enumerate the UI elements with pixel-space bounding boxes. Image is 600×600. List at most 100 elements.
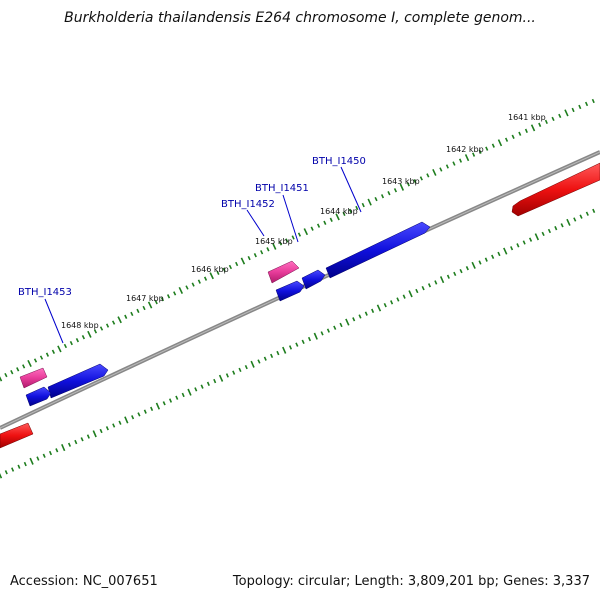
lower-scale-tick bbox=[225, 373, 229, 378]
upper-scale-tick bbox=[253, 253, 257, 258]
lower-scale-tick bbox=[232, 370, 236, 375]
upper-scale-tick bbox=[39, 355, 44, 360]
upper-scale-tick bbox=[426, 173, 430, 178]
scale-ticks-upper bbox=[0, 98, 595, 382]
upper-scale-tick bbox=[518, 131, 522, 136]
lower-scale-tick bbox=[4, 470, 8, 475]
upper-scale-tick bbox=[399, 183, 405, 191]
upper-scale-tick bbox=[209, 272, 214, 280]
upper-scale-tick bbox=[147, 301, 153, 309]
upper-scale-tick bbox=[348, 208, 352, 214]
gene-arrow-blue-5[interactable] bbox=[25, 386, 52, 407]
upper-scale-tick bbox=[524, 128, 528, 134]
upper-scale-tick bbox=[33, 358, 38, 363]
gene-label-bth-i1452[interactable]: BTH_I1452 bbox=[221, 199, 275, 210]
scale-label-1642: 1642 kbp bbox=[446, 145, 484, 154]
lower-scale-tick bbox=[345, 318, 350, 326]
upper-scale-tick bbox=[154, 300, 158, 305]
upper-scale-tick bbox=[530, 124, 536, 132]
lower-scale-tick bbox=[131, 415, 135, 420]
lower-scale-tick bbox=[295, 342, 299, 347]
gene-arrow-red-2[interactable] bbox=[0, 422, 34, 449]
gene-label-line-bth-i1452 bbox=[246, 209, 265, 237]
upper-scale-tick bbox=[387, 191, 391, 196]
upper-scale-tick bbox=[247, 255, 251, 261]
upper-scale-tick bbox=[303, 228, 309, 236]
upper-scale-tick bbox=[452, 161, 456, 166]
gene-arrow-blue-3[interactable] bbox=[275, 280, 305, 302]
lower-scale-tick bbox=[541, 231, 545, 237]
scale-label-1645: 1645 kbp bbox=[255, 237, 293, 246]
upper-scale-tick bbox=[464, 154, 470, 162]
lower-scale-tick bbox=[162, 401, 166, 406]
lower-scale-tick bbox=[67, 442, 72, 447]
gene-arrow-pink-2[interactable] bbox=[19, 367, 48, 389]
upper-scale-tick bbox=[544, 119, 548, 125]
upper-scale-tick bbox=[10, 370, 14, 375]
upper-scale-tick bbox=[27, 359, 32, 367]
gene-arrow-pink-1[interactable] bbox=[267, 260, 300, 284]
gene-arrow-blue-4[interactable] bbox=[47, 363, 109, 399]
lower-scale-tick bbox=[168, 398, 173, 403]
upper-scale-tick bbox=[63, 343, 68, 349]
gene-arrow-bth-i1450[interactable] bbox=[325, 221, 431, 279]
lower-scale-tick bbox=[503, 247, 508, 255]
scale-label-1643: 1643 kbp bbox=[382, 177, 420, 186]
scale-label-1646: 1646 kbp bbox=[191, 265, 229, 274]
upper-scale-tick bbox=[216, 270, 220, 275]
lower-scale-tick bbox=[497, 251, 501, 257]
lower-scale-tick bbox=[263, 356, 267, 361]
gene-arrow-blue-2[interactable] bbox=[301, 269, 326, 290]
lower-scale-tick bbox=[23, 461, 27, 467]
upper-scale-tick bbox=[45, 352, 50, 357]
gene-arrow-red-1[interactable] bbox=[511, 162, 600, 217]
gene-label-bth-i1450[interactable]: BTH_I1450 bbox=[312, 156, 366, 167]
upper-scale-tick bbox=[413, 179, 417, 184]
lower-scale-tick bbox=[320, 331, 324, 336]
upper-scale-tick bbox=[485, 146, 489, 151]
upper-scale-tick bbox=[361, 202, 365, 208]
lower-scale-tick bbox=[528, 237, 533, 242]
lower-scale-tick bbox=[213, 378, 217, 384]
lower-scale-tick bbox=[61, 443, 66, 452]
lower-scale-tick bbox=[383, 302, 387, 308]
scale-label-1648: 1648 kbp bbox=[61, 321, 99, 330]
lower-scale-tick bbox=[238, 367, 242, 373]
upper-scale-tick bbox=[316, 223, 321, 228]
lower-scale-tick bbox=[29, 457, 34, 465]
lower-scale-tick bbox=[99, 428, 103, 434]
upper-scale-tick bbox=[380, 194, 385, 199]
upper-scale-tick bbox=[228, 264, 233, 270]
scale-ticks-lower bbox=[0, 208, 596, 479]
upper-scale-tick bbox=[551, 116, 555, 122]
upper-scale-tick bbox=[406, 182, 410, 187]
upper-scale-tick bbox=[136, 308, 140, 314]
upper-scale-tick bbox=[504, 137, 509, 142]
upper-scale-tick bbox=[538, 122, 542, 128]
upper-scale-tick bbox=[22, 364, 26, 369]
lower-scale-tick bbox=[516, 243, 520, 248]
lower-scale-tick bbox=[313, 332, 318, 340]
lower-scale-tick bbox=[175, 395, 179, 400]
gene-label-bth-i1453[interactable]: BTH_I1453 bbox=[18, 287, 72, 298]
upper-scale-tick bbox=[355, 205, 359, 211]
gene-label-line-bth-i1450 bbox=[340, 166, 362, 213]
lower-scale-tick bbox=[566, 218, 571, 226]
lower-scale-tick bbox=[118, 420, 122, 425]
upper-scale-tick bbox=[75, 338, 80, 343]
upper-scale-tick bbox=[564, 109, 569, 117]
upper-scale-tick bbox=[191, 282, 195, 287]
upper-scale-tick bbox=[203, 276, 208, 281]
upper-scale-tick bbox=[335, 213, 340, 221]
lower-scale-tick bbox=[585, 211, 589, 216]
lower-scale-tick bbox=[250, 360, 255, 368]
upper-scale-tick bbox=[81, 335, 86, 340]
upper-scale-tick bbox=[297, 232, 302, 237]
upper-scale-tick bbox=[367, 198, 372, 206]
upper-scale-tick bbox=[173, 291, 177, 296]
upper-scale-tick bbox=[272, 242, 277, 250]
upper-scale-tick bbox=[266, 247, 270, 252]
gene-label-bth-i1451[interactable]: BTH_I1451 bbox=[255, 183, 309, 194]
upper-scale-tick bbox=[511, 134, 515, 139]
